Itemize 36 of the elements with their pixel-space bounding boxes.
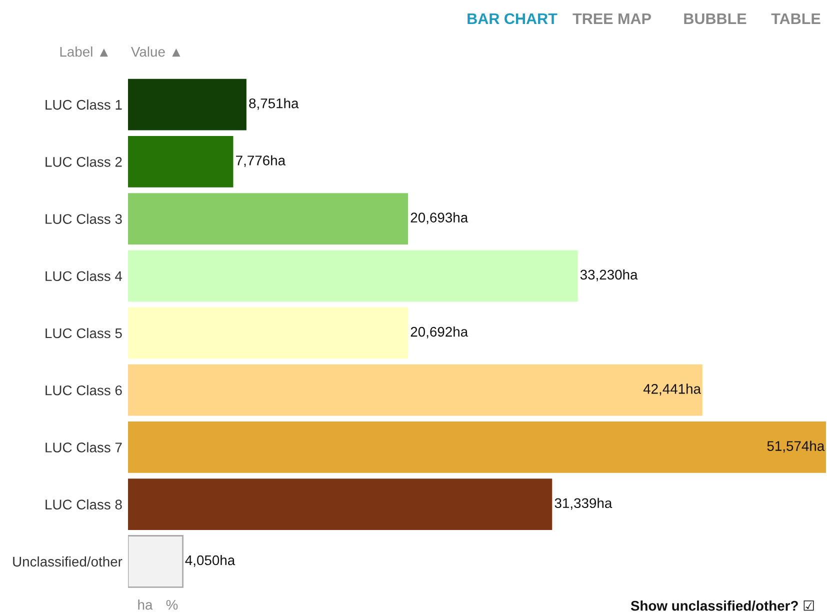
text: BUBBLE xyxy=(684,13,746,24)
data-label: 20,693ha xyxy=(410,212,468,224)
data-label: 51,574ha xyxy=(767,440,825,453)
bar xyxy=(128,422,826,473)
y-tick-label: LUC Class 6 xyxy=(46,385,122,396)
bar xyxy=(128,535,184,588)
bar xyxy=(128,250,578,302)
data-label: 31,339ha xyxy=(554,498,612,510)
y-tick-label: LUC Class 5 xyxy=(46,328,122,338)
data-label: 8,751ha xyxy=(249,98,299,110)
y-tick-label: LUC Class 8 xyxy=(46,499,122,510)
text: ha xyxy=(138,600,153,610)
y-tick-label: LUC Class 7 xyxy=(46,442,122,452)
y-tick-label: Unclassified/other xyxy=(13,556,122,567)
text: TREE MAP xyxy=(572,13,651,24)
text: Label ▲ xyxy=(60,46,108,57)
bar xyxy=(128,364,702,416)
y-tick-label: LUC Class 4 xyxy=(46,270,122,282)
text: % xyxy=(166,600,178,610)
y-tick-label: LUC Class 3 xyxy=(46,214,122,224)
bar xyxy=(128,193,408,244)
text: BAR CHART xyxy=(468,13,558,24)
text: Value ▲ xyxy=(131,46,180,57)
text: TABLE xyxy=(771,13,820,24)
bar xyxy=(128,136,234,188)
data-label: 7,776ha xyxy=(236,155,286,168)
data-label: 42,441ha xyxy=(643,384,702,396)
bar xyxy=(128,307,408,359)
data-label: 33,230ha xyxy=(580,269,638,282)
text: Show unclassified/other? ☑ xyxy=(630,600,814,611)
bar xyxy=(128,78,246,130)
data-label: 20,692ha xyxy=(410,326,468,338)
data-label: 4,050ha xyxy=(185,554,236,567)
y-tick-label: LUC Class 1 xyxy=(46,100,122,110)
y-tick-label: LUC Class 2 xyxy=(46,156,122,167)
bar xyxy=(128,478,552,530)
